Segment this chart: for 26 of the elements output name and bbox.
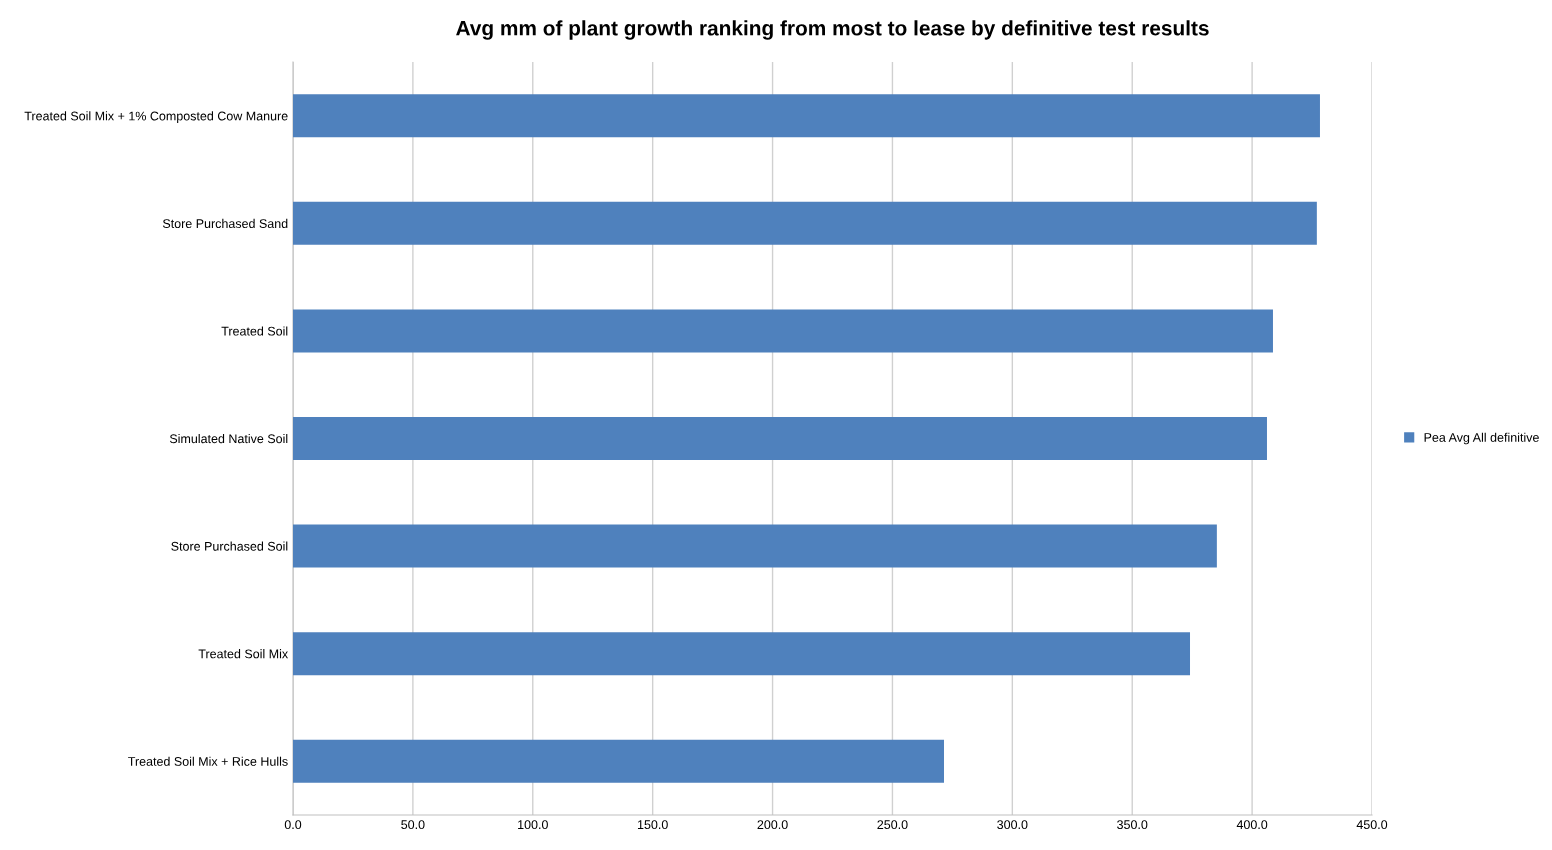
- x-tick-label: 200.0: [757, 820, 788, 830]
- x-tick-label: 250.0: [877, 820, 908, 830]
- x-tick-label: 300.0: [997, 820, 1028, 830]
- y-tick-label: Simulated Native Soil: [169, 433, 288, 444]
- bar: [293, 201, 1317, 245]
- x-tick-label: 100.0: [518, 820, 548, 830]
- x-tick-label: 450.0: [1356, 820, 1388, 830]
- y-tick-label: Treated Soil Mix: [198, 649, 289, 659]
- y-tick-label: Treated Soil: [221, 326, 288, 336]
- bar: [293, 416, 1267, 461]
- bar: [293, 524, 1217, 568]
- chart-title: Avg mm of plant growth ranking from most to lease by definitive test results: [456, 20, 1209, 40]
- x-tick-label: 150.0: [637, 820, 668, 830]
- y-tick-label: Store Purchased Soil: [171, 541, 288, 551]
- x-tick-label: 0.0: [284, 820, 302, 830]
- bar: [293, 739, 944, 783]
- y-tick-label: Treated Soil Mix + 1% Composted Cow Manure: [24, 111, 288, 123]
- bar: [293, 94, 1320, 138]
- bar: [293, 309, 1273, 353]
- x-tick-label: 350.0: [1117, 820, 1148, 830]
- x-tick-label: 400.0: [1236, 820, 1268, 830]
- y-tick-label: Store Purchased Sand: [162, 218, 288, 229]
- y-tick-label: Treated Soil Mix + Rice Hulls: [128, 756, 288, 766]
- legend-label: Pea Avg All definitive: [1424, 432, 1539, 445]
- x-tick-label: 50.0: [401, 820, 425, 830]
- bar: [293, 632, 1191, 676]
